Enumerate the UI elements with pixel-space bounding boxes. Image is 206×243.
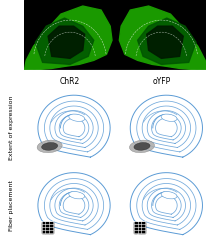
Polygon shape [35,18,93,64]
Polygon shape [137,18,195,64]
Text: Fiber placement: Fiber placement [9,180,14,231]
Polygon shape [119,6,206,70]
Ellipse shape [68,114,84,122]
Bar [41,227,45,230]
Bar [45,230,48,233]
Bar [141,225,144,227]
Polygon shape [48,26,84,58]
Ellipse shape [129,140,154,153]
Bar [41,225,45,227]
Bar [41,230,45,233]
Polygon shape [146,26,182,58]
Polygon shape [38,95,110,157]
Text: ChR2: ChR2 [59,78,79,87]
Bar [49,230,52,233]
Polygon shape [130,173,201,235]
Ellipse shape [133,143,149,150]
Bar [141,230,144,233]
Bar [137,225,140,227]
Bar [137,227,140,230]
Bar [133,222,137,224]
Bar [49,222,52,224]
Bar [45,222,48,224]
Text: oYFP: oYFP [152,78,170,87]
Bar [49,225,52,227]
Ellipse shape [68,191,84,199]
Ellipse shape [160,114,176,122]
Text: Example: Example [9,22,14,49]
Bar [141,222,144,224]
Bar [45,225,48,227]
Ellipse shape [37,140,62,153]
Bar [49,227,52,230]
Bar [133,227,137,230]
Polygon shape [24,6,111,70]
Bar [133,225,137,227]
Bar [137,230,140,233]
Bar [133,230,137,233]
Ellipse shape [160,191,176,199]
Text: Extent of expression: Extent of expression [9,96,14,160]
Bar [45,227,48,230]
Bar [137,222,140,224]
Bar [41,222,45,224]
Polygon shape [130,95,201,157]
Polygon shape [106,58,124,70]
Ellipse shape [41,143,57,150]
Polygon shape [38,173,110,235]
Bar [141,227,144,230]
